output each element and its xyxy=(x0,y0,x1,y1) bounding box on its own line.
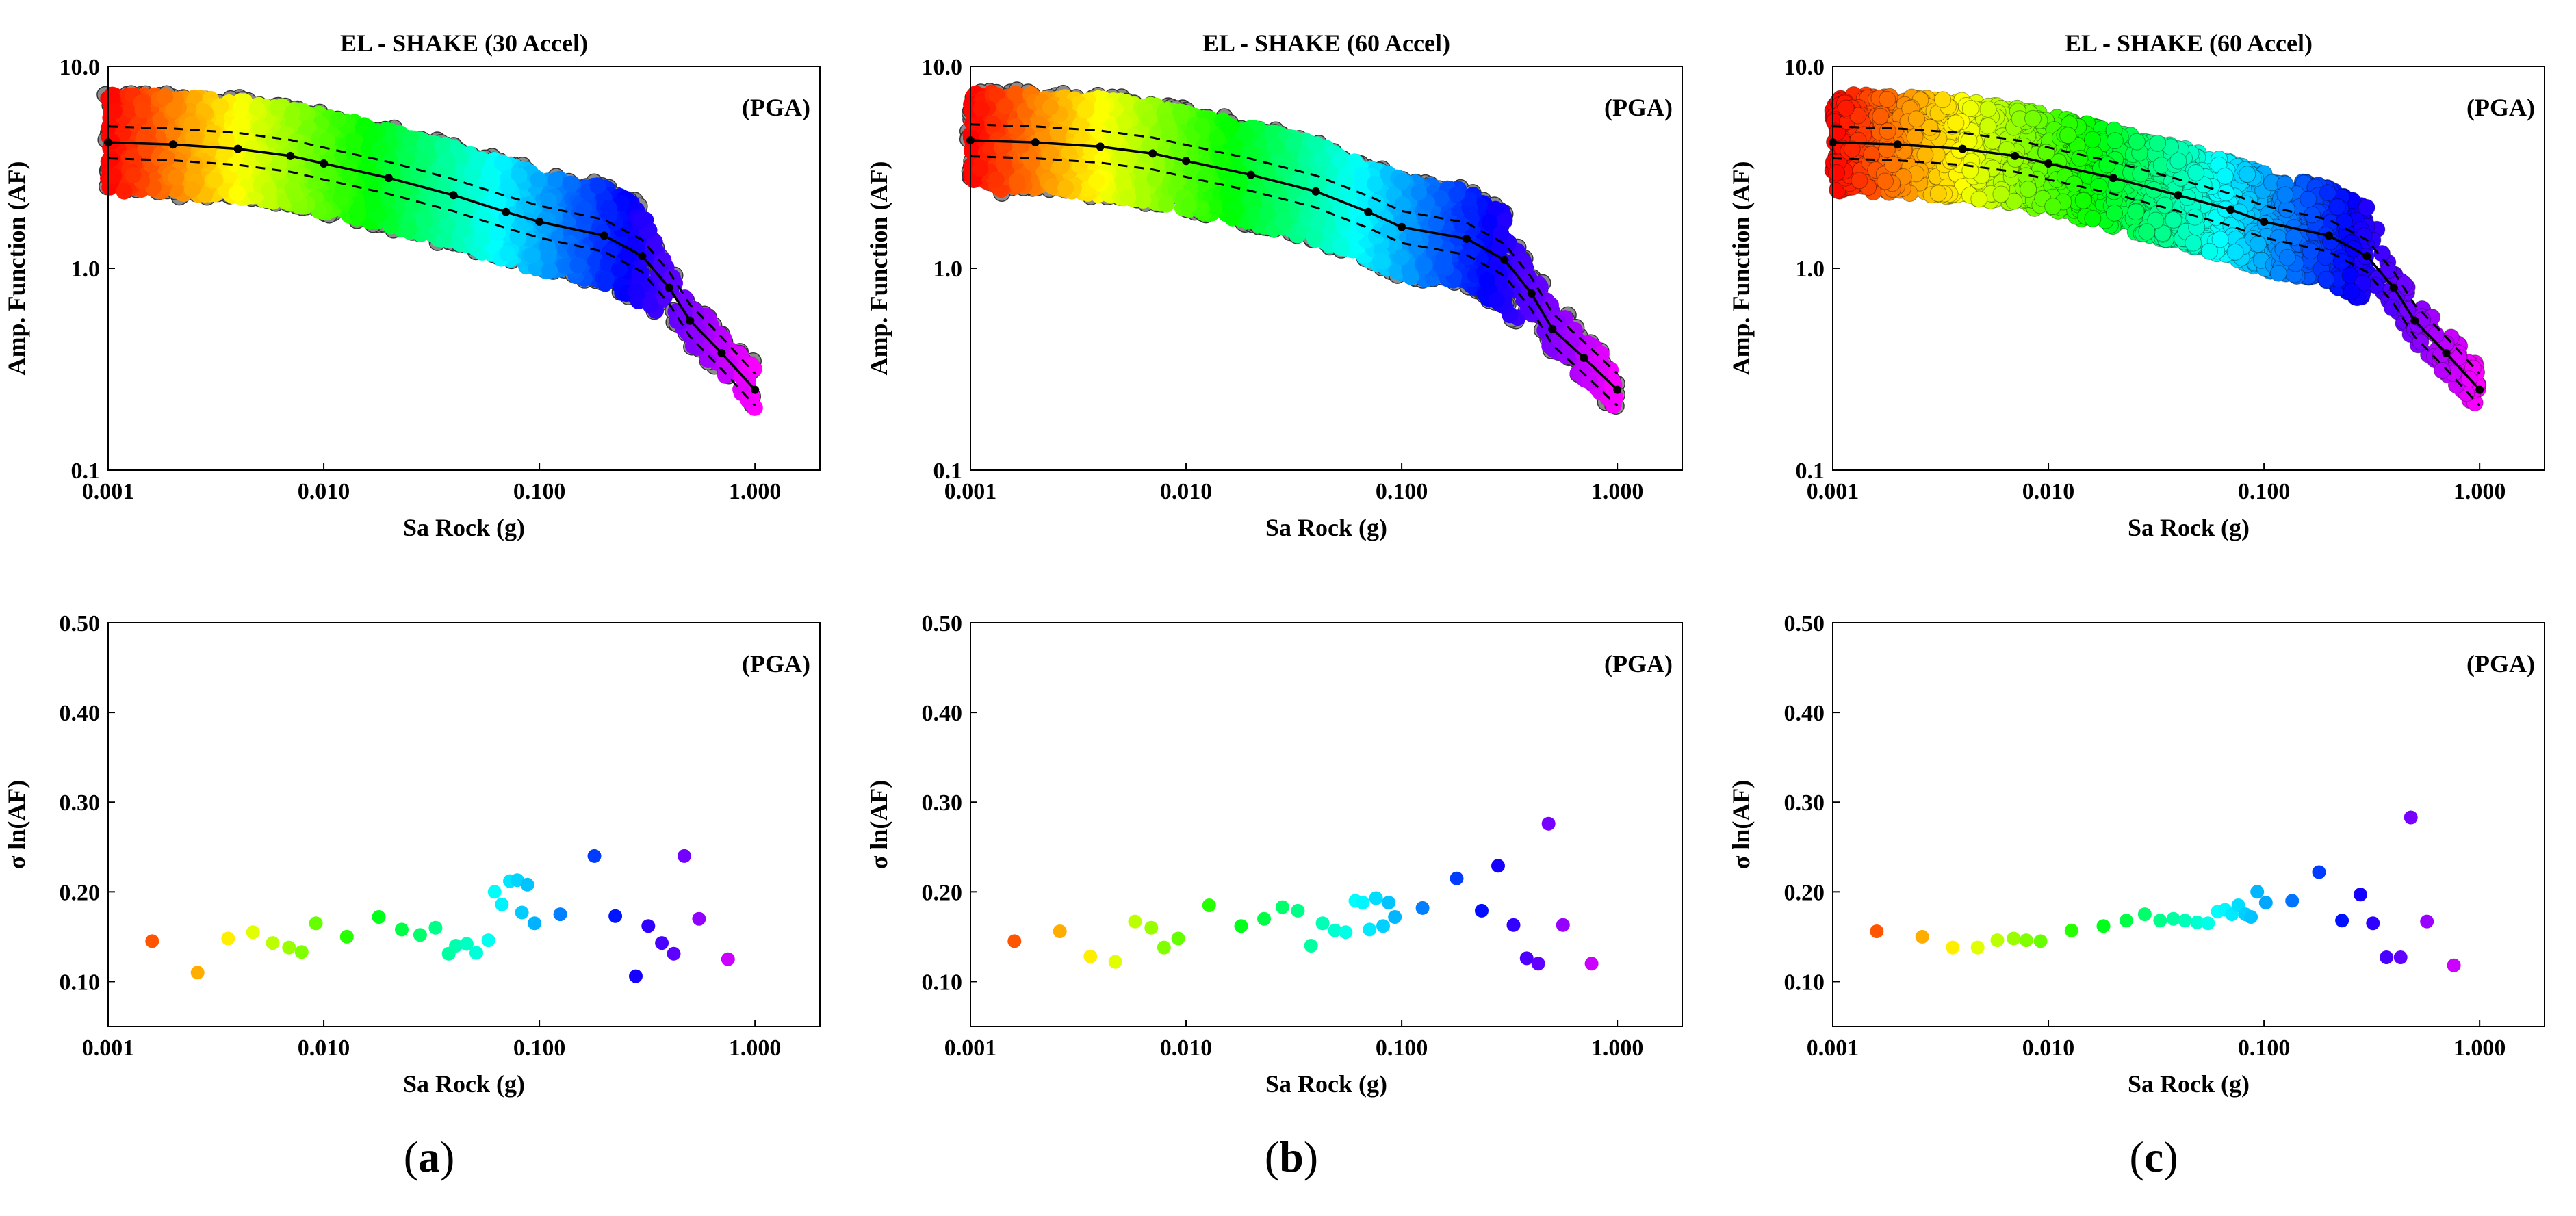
scatter-layer xyxy=(96,81,2487,983)
chart-a-af-point xyxy=(269,101,286,118)
chart-a-af-point xyxy=(207,171,224,188)
chart-a-af-point xyxy=(597,270,615,287)
chart-a-af-point xyxy=(530,171,547,188)
chart-a-af-point xyxy=(493,154,511,171)
chart-a-af-point xyxy=(634,211,651,228)
chart-a-af-point xyxy=(284,105,301,122)
